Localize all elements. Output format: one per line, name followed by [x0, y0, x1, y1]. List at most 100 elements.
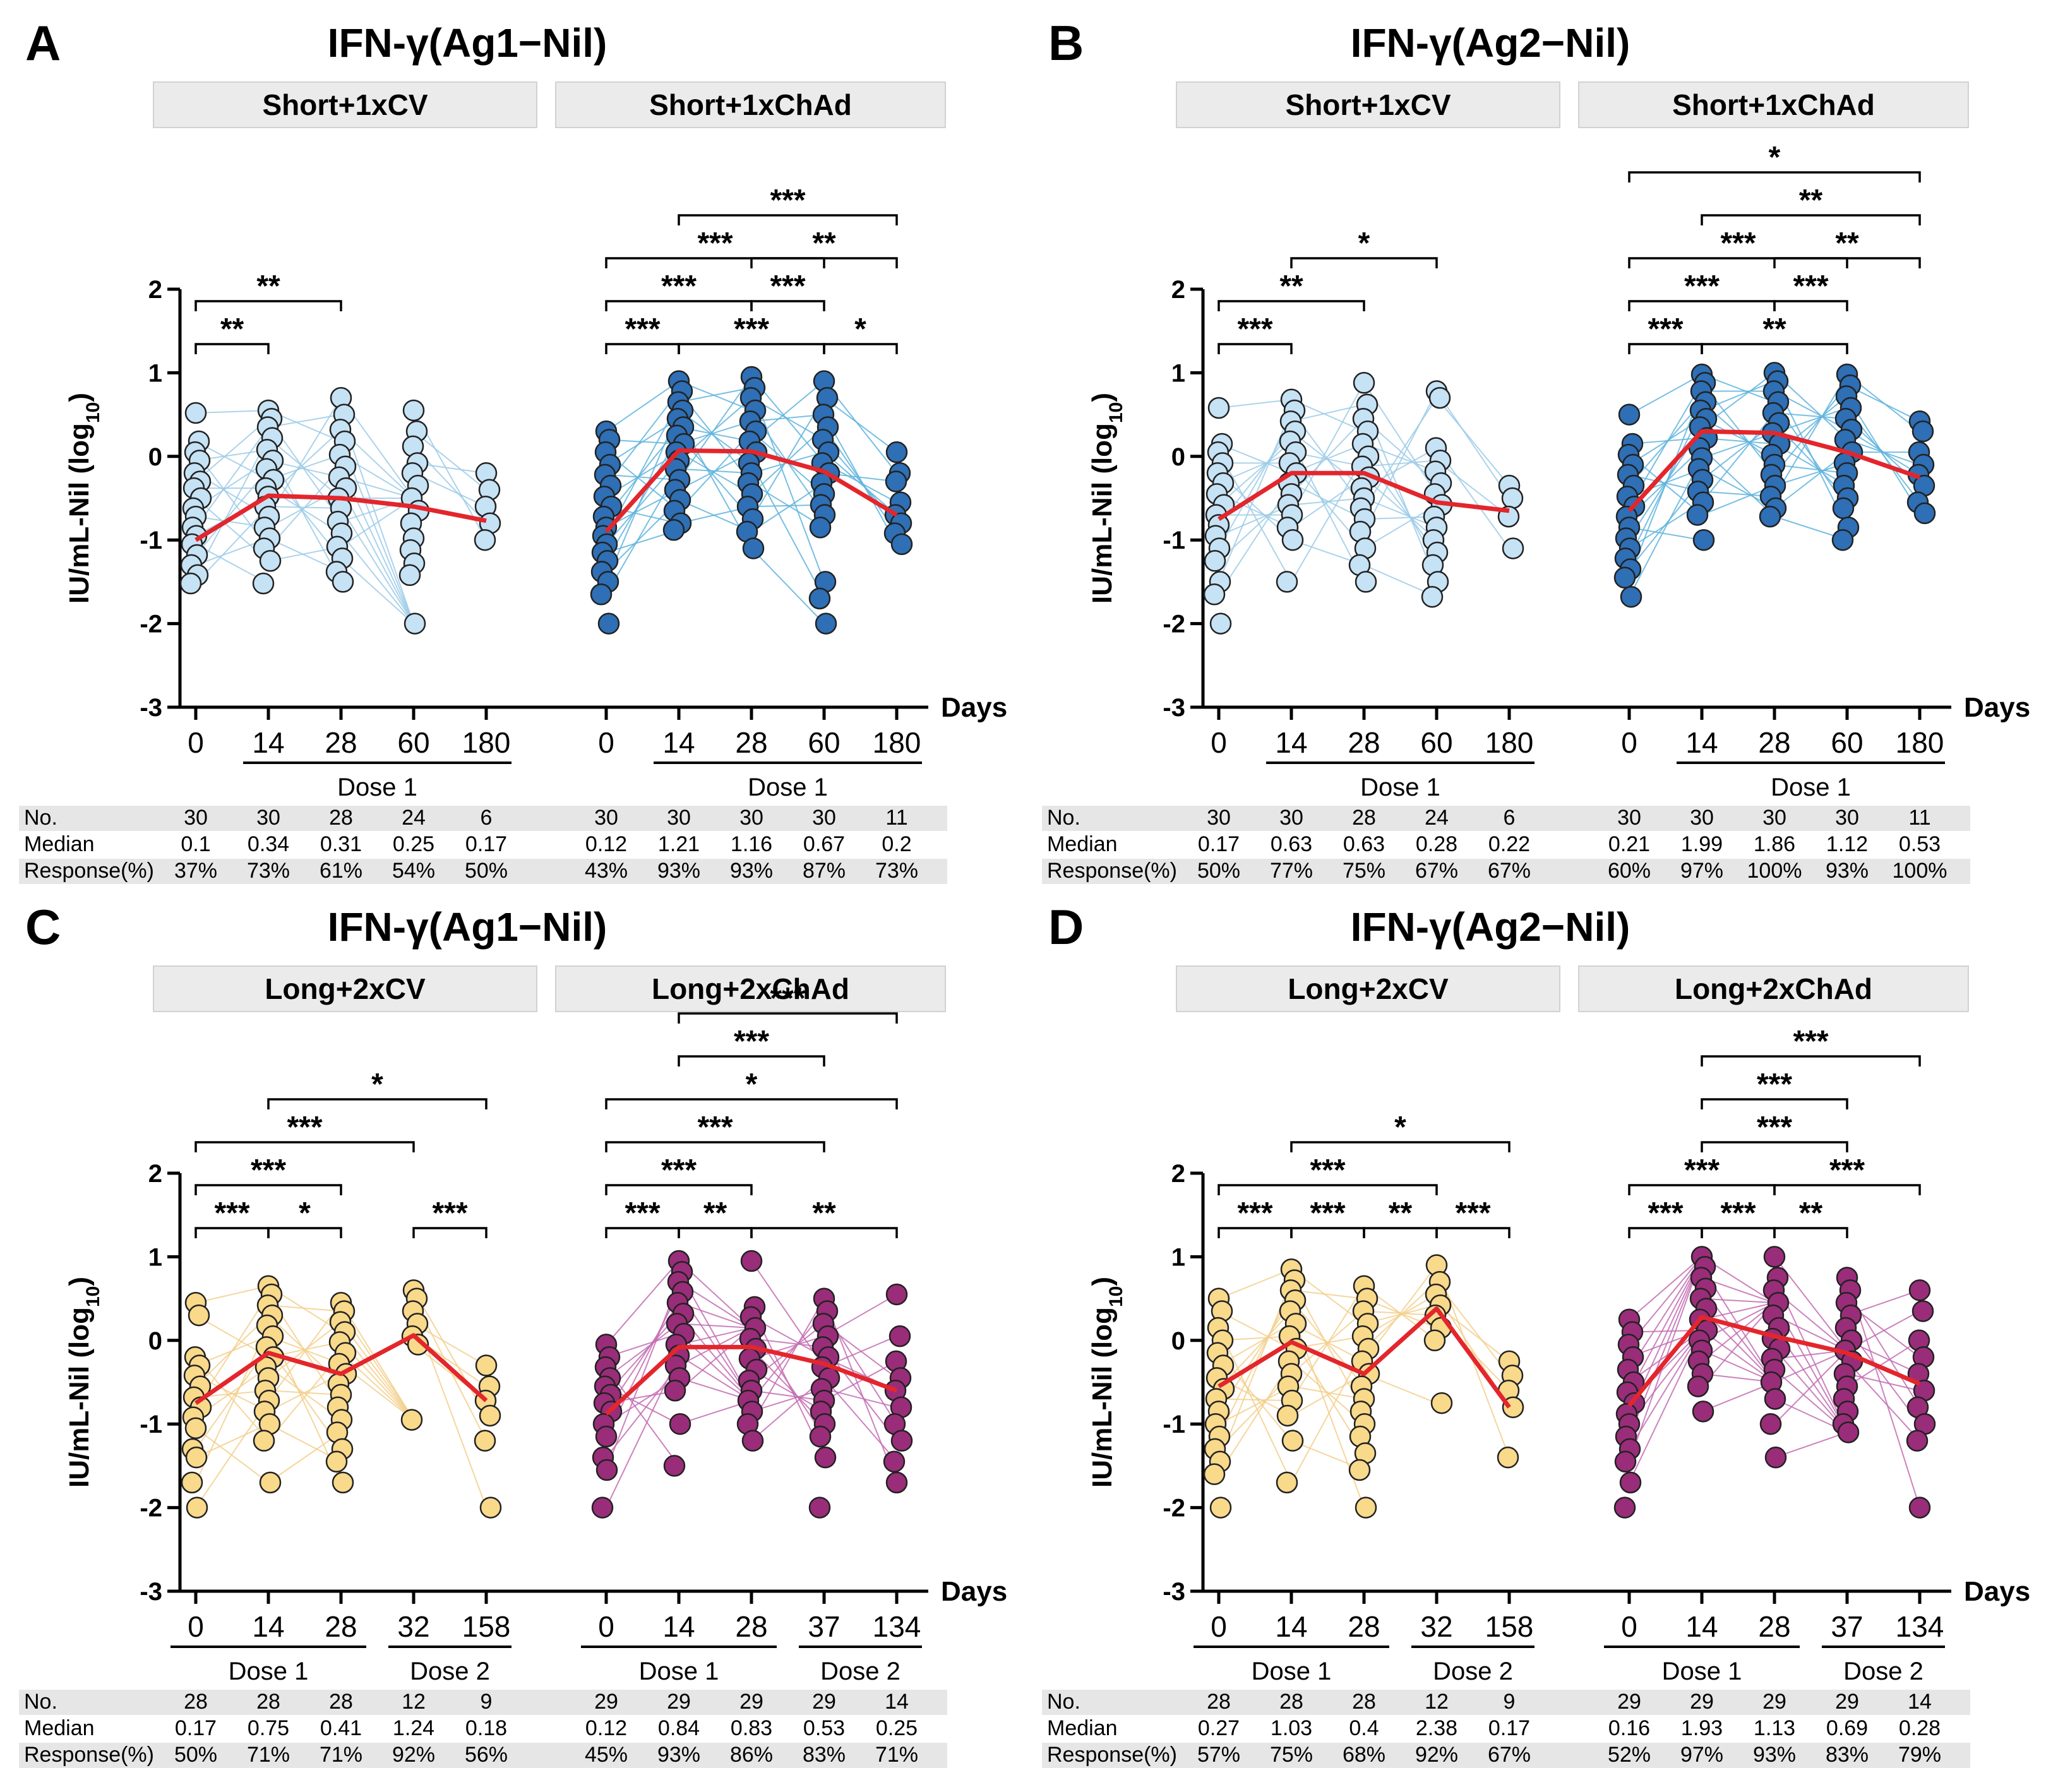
subject-line [1629, 1256, 1702, 1320]
significance-bracket [1773, 1184, 1921, 1195]
subject-line [268, 1302, 342, 1401]
x-day-label: 60 [808, 726, 840, 759]
x-day-label: 14 [662, 726, 695, 759]
data-point [815, 612, 837, 635]
data-point [885, 1471, 908, 1494]
table-cell: 30 [1279, 806, 1303, 830]
significance-bracket [750, 300, 825, 311]
data-point [1281, 1430, 1304, 1452]
x-day-label: 0 [1211, 1610, 1227, 1643]
subject-line [1291, 1348, 1365, 1483]
panel-title: IFN-γ(Ag2−Nil) [1351, 20, 1630, 66]
data-point [742, 537, 765, 559]
panel-letter: B [1048, 15, 1084, 71]
subject-line [678, 1323, 752, 1329]
table-cell: 43% [585, 859, 628, 883]
data-point [1618, 403, 1641, 426]
y-tick-label: -2 [1163, 611, 1185, 638]
subject-line [606, 1355, 679, 1508]
subject-line [606, 1281, 679, 1471]
table-cell: 1.93 [1681, 1716, 1723, 1740]
y-tick-label: 0 [1171, 443, 1185, 471]
data-point [808, 587, 831, 610]
x-day-label: 0 [1621, 726, 1637, 759]
data-point [809, 517, 832, 539]
subject-line [1291, 403, 1365, 422]
table-row-band [19, 859, 947, 884]
table-cell: 0.27 [1198, 1716, 1240, 1740]
table-row-band [19, 1743, 947, 1768]
subject-line [751, 1260, 825, 1368]
significance-label: *** [1455, 1197, 1490, 1230]
significance-label: *** [1648, 313, 1683, 346]
significance-bracket [1773, 1227, 1848, 1238]
data-point [259, 1471, 282, 1494]
significance-label: *** [697, 1111, 733, 1144]
subject-line [751, 397, 825, 520]
x-day-label: 134 [873, 1610, 921, 1643]
data-point [1423, 1329, 1446, 1352]
x-day-label: 0 [598, 726, 614, 759]
subject-line [1363, 397, 1437, 509]
x-day-label: 14 [1685, 1610, 1718, 1643]
data-point [184, 1417, 207, 1440]
panel-title: IFN-γ(Ag1−Nil) [328, 904, 607, 950]
x-axis-days-label: Days [941, 1576, 1007, 1607]
table-cell: 0.75 [248, 1716, 289, 1740]
x-day-label: 0 [598, 1610, 614, 1643]
table-cell: 0.28 [1899, 1716, 1941, 1740]
significance-label: * [854, 313, 866, 346]
table-cell: 71% [875, 1743, 918, 1767]
significance-label: * [299, 1197, 311, 1230]
table-cell: 1.13 [1754, 1716, 1795, 1740]
data-point [1911, 420, 1934, 443]
y-tick-label: -3 [1163, 1578, 1185, 1606]
subject-line [751, 1298, 825, 1425]
data-point [808, 1496, 831, 1519]
subject-line [1218, 398, 1292, 409]
significance-label: *** [214, 1197, 249, 1230]
data-point [1204, 550, 1226, 572]
data-point [1764, 1446, 1787, 1469]
x-day-label: 60 [1831, 726, 1863, 759]
significance-label: *** [251, 1154, 286, 1187]
subject-line [1363, 498, 1437, 529]
significance-bracket [412, 1227, 488, 1238]
table-cell: 0.69 [1826, 1716, 1868, 1740]
y-axis-label: IU/mL-Nil (log10) [64, 393, 104, 604]
group-header-label: Short+1xChAd [649, 88, 852, 121]
subject-line [1218, 1361, 1292, 1475]
median-line [604, 448, 898, 534]
table-cell: 0.1 [181, 832, 210, 856]
subject-line [1218, 1398, 1292, 1402]
table-cell: 28 [256, 1690, 280, 1714]
table-cell: 0.53 [1899, 832, 1941, 856]
group-header-label: Short+1xCV [262, 88, 428, 121]
table-cell: 92% [392, 1743, 435, 1767]
data-point [1764, 1388, 1786, 1410]
table-cell: 0.28 [1416, 832, 1457, 856]
data-point [1502, 537, 1524, 559]
table-cell: 1.03 [1271, 1716, 1312, 1740]
subject-line [678, 410, 752, 464]
data-point [1619, 1471, 1642, 1494]
table-cell: 93% [1753, 1743, 1796, 1767]
y-axis-label-part: ) [64, 393, 95, 402]
data-point [1913, 502, 1936, 525]
data-point [474, 529, 496, 551]
significance-label: ** [220, 313, 244, 346]
significance-bracket [194, 1141, 415, 1152]
x-day-label: 134 [1896, 1610, 1944, 1643]
table-cell: 1.21 [658, 832, 700, 856]
data-point [398, 564, 421, 587]
subject-line [1774, 385, 1848, 475]
significance-bracket [605, 1098, 898, 1109]
significance-bracket [1217, 343, 1293, 354]
subject-line [678, 376, 752, 481]
table-cell: 30 [594, 806, 618, 830]
table-cell: 24 [402, 806, 426, 830]
x-day-label: 28 [325, 1610, 357, 1643]
table-cell: 75% [1270, 1743, 1313, 1767]
table-cell: 67% [1415, 859, 1458, 883]
table-cell: 0.17 [1198, 832, 1240, 856]
